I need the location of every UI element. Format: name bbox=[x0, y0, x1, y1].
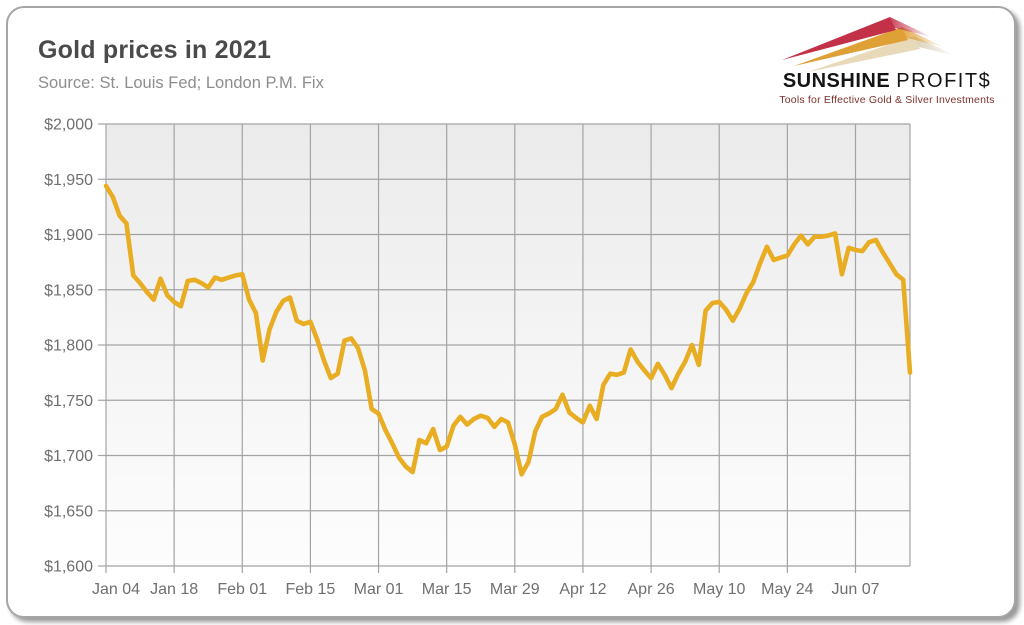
y-tick-label: $2,000 bbox=[44, 117, 93, 134]
y-tick-label: $1,900 bbox=[44, 227, 93, 244]
logo-tagline: Tools for Effective Gold & Silver Invest… bbox=[779, 94, 995, 106]
y-tick-label: $1,750 bbox=[44, 393, 93, 410]
x-tick-label: May 24 bbox=[761, 581, 814, 598]
gold-price-line-chart: $2,000 $1,950 $1,900 $1,850 $1,800 $1,750 $1,7… bbox=[44, 117, 913, 598]
sunshine-profits-logo: SUNSHINE PROFIT$ Tools for Effective Gol… bbox=[772, 16, 1002, 112]
y-tick-label: $1,700 bbox=[44, 448, 93, 465]
x-tick-label: May 10 bbox=[693, 581, 746, 598]
logo-wordmark-sunshine: SUNSHINE bbox=[782, 70, 891, 92]
logo-streaks-icon bbox=[782, 17, 956, 72]
x-tick-label: Mar 01 bbox=[354, 581, 404, 598]
x-tick-label: Apr 12 bbox=[559, 581, 606, 598]
x-tick-label: Apr 26 bbox=[628, 581, 675, 598]
y-tick-label: $1,600 bbox=[44, 559, 93, 576]
x-tick-label: Jan 04 bbox=[92, 581, 140, 598]
gold-price-series-line bbox=[103, 183, 913, 477]
x-tick-label: Mar 15 bbox=[422, 581, 472, 598]
y-tick-label: $1,800 bbox=[44, 338, 93, 355]
chart-card: Gold prices in 2021 Source: St. Louis Fe… bbox=[6, 6, 1016, 618]
page-title: Gold prices in 2021 bbox=[38, 36, 272, 64]
x-tick-label: Jun 07 bbox=[831, 581, 879, 598]
x-tick-label: Mar 29 bbox=[490, 581, 540, 598]
logo-wordmark: SUNSHINE PROFIT$ bbox=[772, 70, 1002, 93]
y-tick-label: $1,650 bbox=[44, 503, 93, 520]
x-tick-label: Jan 18 bbox=[150, 581, 198, 598]
source-caption: Source: St. Louis Fed; London P.M. Fix bbox=[38, 74, 324, 92]
logo-wordmark-profits: PROFIT$ bbox=[896, 70, 992, 92]
y-tick-label: $1,850 bbox=[44, 282, 93, 299]
x-tick-label: Feb 15 bbox=[286, 581, 336, 598]
x-tick-label: Feb 01 bbox=[217, 581, 267, 598]
y-tick-label: $1,950 bbox=[44, 172, 93, 189]
